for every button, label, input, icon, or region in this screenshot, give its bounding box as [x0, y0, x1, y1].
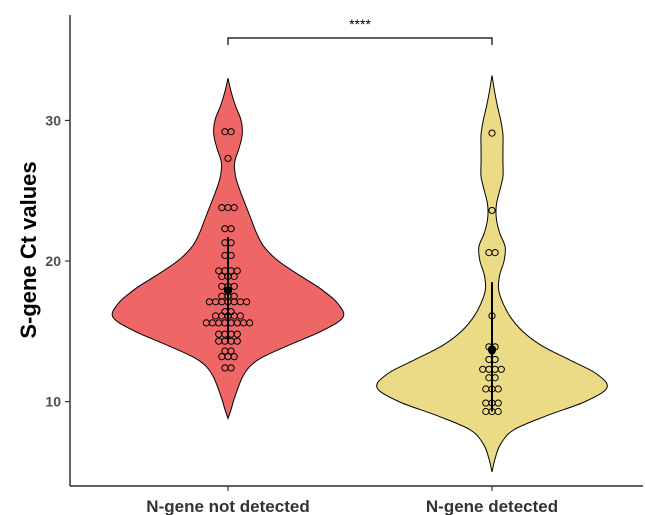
data-point: [236, 312, 244, 320]
y-axis-title: S-gene Ct values: [16, 161, 41, 338]
violin-2: [376, 75, 608, 473]
data-point: [494, 385, 502, 393]
data-point: [497, 365, 505, 373]
data-point: [488, 206, 496, 215]
data-point: [230, 282, 238, 290]
data-point: [494, 399, 502, 407]
data-point: [230, 272, 238, 281]
data-point: [233, 330, 241, 338]
significance-label: ****: [349, 16, 371, 32]
y-tick-label-30: 30: [45, 112, 61, 128]
data-point: [488, 129, 496, 137]
data-point: [491, 249, 499, 257]
mean-point-1: [223, 286, 233, 295]
data-point: [230, 292, 238, 300]
data-point: [227, 347, 235, 355]
data-point: [227, 364, 235, 372]
data-point: [227, 225, 235, 233]
significance-bracket: [227, 37, 493, 45]
data-point: [233, 337, 241, 345]
x-tick-label-detected: N-gene detected: [426, 497, 558, 515]
mean-point-2: [487, 345, 497, 354]
y-tick-label-20: 20: [45, 253, 61, 269]
data-point: [246, 319, 254, 327]
data-point: [243, 298, 251, 306]
data-point: [227, 128, 235, 136]
x-tick-label-not-detected: N-gene not detected: [146, 497, 309, 515]
data-point: [233, 267, 241, 275]
plot-area: 10 20 30: [45, 15, 643, 491]
data-point: [230, 204, 238, 212]
data-point: [224, 154, 232, 163]
data-point: [230, 353, 238, 361]
y-tick-label-10: 10: [45, 394, 61, 410]
data-point: [494, 407, 502, 416]
